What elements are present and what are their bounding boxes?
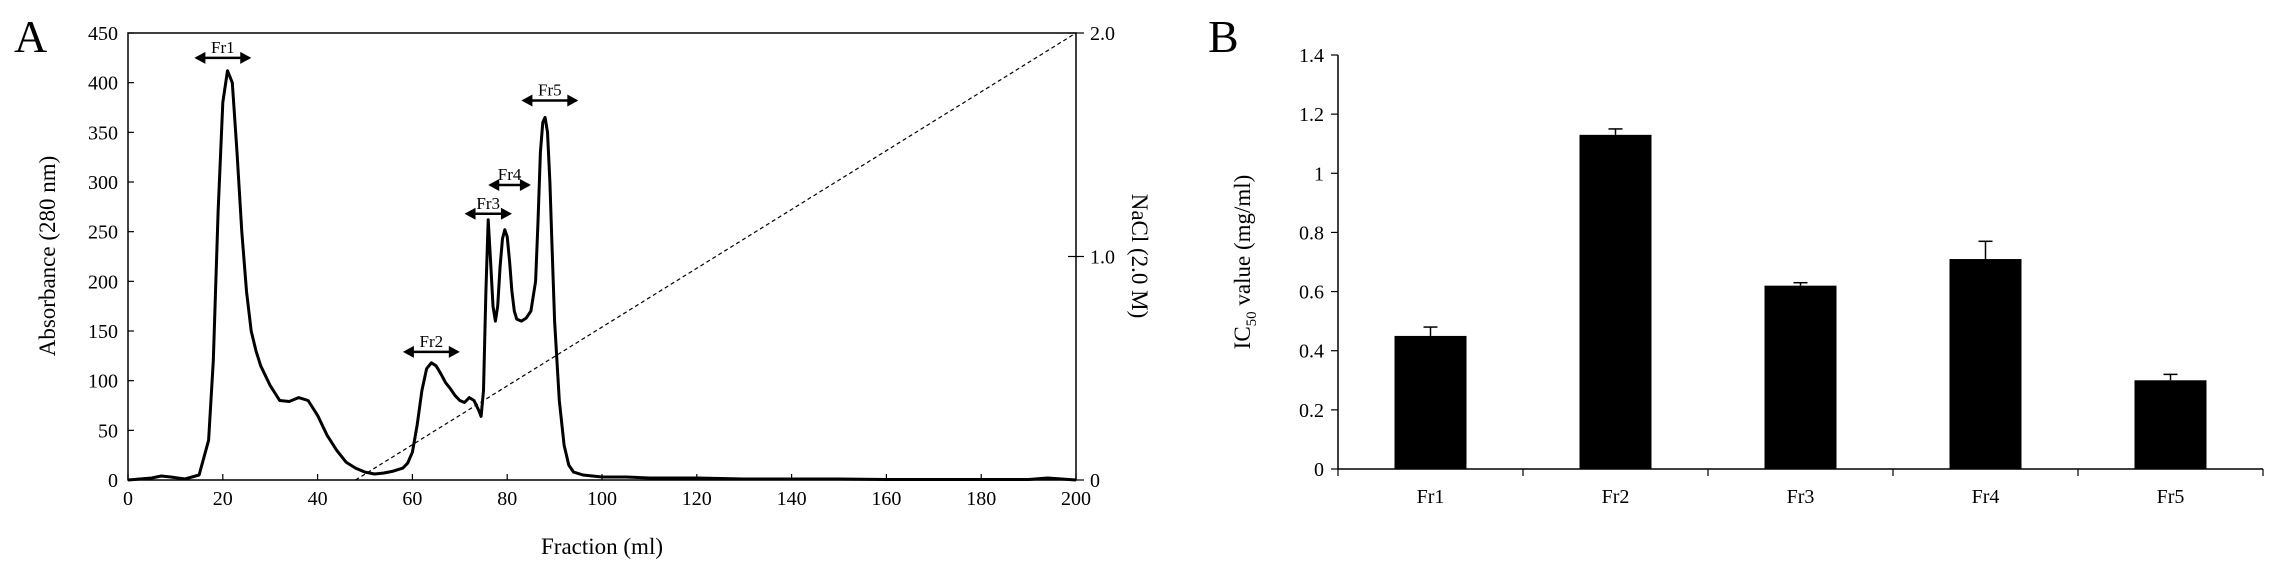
arrow-right-icon: [240, 51, 252, 64]
arrow-right-icon: [500, 207, 512, 220]
nacl-gradient-line: [355, 32, 1077, 481]
y2-tick-label-a: 1.0: [1090, 247, 1115, 269]
y-tick-label-a: 400: [88, 73, 118, 95]
y-axis-label-b-sub: 50: [1244, 311, 1260, 326]
fraction-marker-label: Fr5: [538, 81, 562, 100]
x-tick-label-b: Fr2: [1602, 486, 1630, 508]
bar-fr5: [2134, 380, 2207, 469]
y-tick-label-b: 1.4: [1299, 45, 1324, 67]
panel-letter-a: A: [14, 11, 47, 62]
y-tick-label-a: 450: [88, 23, 118, 45]
x-axis-label-a: Fraction (ml): [541, 534, 663, 559]
y-axis-label-a: Absorbance (280 nm): [35, 156, 60, 357]
arrow-left-icon: [402, 345, 414, 358]
y-axis-b: 0 0.2 0.4 0.6 0.8 1 1.2 1.4: [1299, 45, 1338, 481]
x-tick-label-a: 140: [777, 488, 807, 510]
fraction-marker-fr3: Fr3: [464, 194, 512, 220]
x-tick-label-b: Fr1: [1417, 486, 1445, 508]
y-axis-label-b-main: IC: [1230, 326, 1255, 349]
arrow-right-icon: [519, 178, 531, 191]
y-tick-label-b: 1: [1314, 163, 1324, 185]
x-tick-label-a: 0: [123, 488, 133, 510]
arrow-left-icon: [464, 207, 476, 220]
y-tick-label-a: 0: [108, 470, 118, 492]
y2-tick-label-a: 2.0: [1090, 23, 1115, 45]
arrow-left-icon: [521, 94, 533, 107]
y-tick-label-b: 0.8: [1299, 222, 1324, 244]
fraction-marker-fr4: Fr4: [488, 165, 531, 191]
x-tick-label-a: 60: [402, 488, 422, 510]
x-tick-label-a: 200: [1061, 488, 1091, 510]
fraction-marker-fr5: Fr5: [521, 81, 579, 107]
x-tick-label-b: Fr4: [1972, 486, 2000, 508]
y-tick-label-b: 0.6: [1299, 282, 1324, 304]
y-tick-label-a: 200: [88, 271, 118, 293]
absorbance-trace: [127, 69, 1077, 482]
y-axis-label-b-rest: value (mg/ml): [1230, 175, 1255, 312]
bars-b: [1394, 128, 2207, 470]
x-tick-label-a: 160: [871, 488, 901, 510]
bar-fr4: [1949, 259, 2022, 469]
fraction-markers: Fr1 Fr2 Fr3 Fr4 Fr5: [194, 38, 579, 358]
x-tick-label-a: 120: [682, 488, 712, 510]
x-tick-label-a: 40: [308, 488, 328, 510]
bar-fr2: [1579, 134, 1652, 470]
x-tick-label-a: 180: [966, 488, 996, 510]
x-tick-label-b: Fr3: [1787, 486, 1815, 508]
arrow-left-icon: [488, 178, 500, 191]
x-tick-label-a: 80: [497, 488, 517, 510]
chart-panel-a: 0 20 40 60 80 100 120 140 160 180 200 0 50 100 150 200…: [35, 23, 1152, 559]
arrow-right-icon: [448, 345, 460, 358]
x-tick-label-b: Fr5: [2157, 486, 2185, 508]
y-tick-label-b: 0.4: [1299, 341, 1324, 363]
fraction-marker-fr1: Fr1: [194, 38, 252, 64]
arrow-left-icon: [194, 51, 206, 64]
x-tick-label-a: 100: [587, 488, 617, 510]
fraction-marker-label: Fr3: [476, 194, 500, 213]
y-tick-label-a: 50: [98, 420, 118, 442]
y-tick-label-b: 0.2: [1299, 400, 1324, 422]
y2-axis-label-a: NaCl (2.0 M): [1127, 194, 1152, 319]
y-tick-label-a: 300: [88, 172, 118, 194]
plot-frame-a: [127, 32, 1077, 481]
x-tick-label-a: 20: [213, 488, 233, 510]
fraction-marker-label: Fr1: [211, 38, 235, 57]
fraction-marker-label: Fr2: [420, 332, 444, 351]
y-tick-label-b: 1.2: [1299, 104, 1324, 126]
y2-axis-a: 0 1.0 2.0: [1068, 23, 1115, 492]
y-axis-label-b: IC50 value (mg/ml): [1230, 175, 1260, 350]
y-tick-label-a: 250: [88, 222, 118, 244]
y-tick-label-b: 0: [1314, 459, 1324, 481]
fraction-marker-fr2: Fr2: [402, 332, 460, 358]
panel-letter-b: B: [1208, 11, 1239, 62]
x-axis-b: Fr1 Fr2 Fr3 Fr4 Fr5: [1337, 469, 2264, 508]
bar-fr3: [1764, 285, 1837, 469]
chart-panel-b: 0 0.2 0.4 0.6 0.8 1 1.2 1.4 Fr1 Fr2 Fr3 Fr4 Fr5 IC5…: [1230, 45, 2264, 508]
arrow-right-icon: [567, 94, 579, 107]
y-axis-a: 0 50 100 150 200 250 300 350 400 450: [88, 23, 134, 492]
fraction-marker-label: Fr4: [498, 165, 522, 184]
bar-fr1: [1394, 335, 1467, 469]
y2-tick-label-a: 0: [1090, 470, 1100, 492]
y-tick-label-a: 350: [88, 122, 118, 144]
y-tick-label-a: 150: [88, 321, 118, 343]
y-tick-label-a: 100: [88, 371, 118, 393]
